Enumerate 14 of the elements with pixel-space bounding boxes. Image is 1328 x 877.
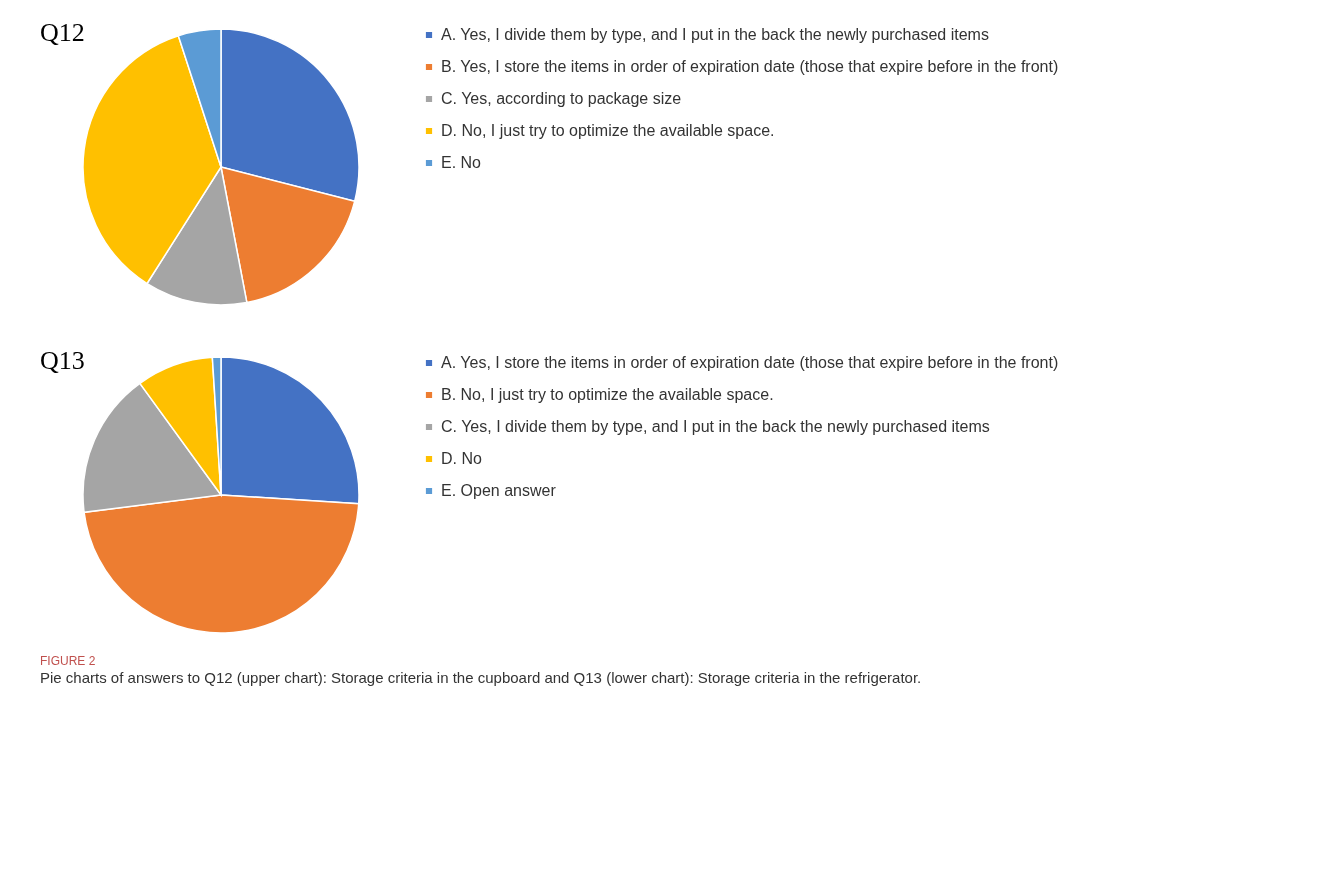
legend-label: D. No [441, 450, 482, 467]
legend-label: A. Yes, I divide them by type, and I put in the back the newly purchased items [441, 26, 989, 43]
chart-title: Q13 [40, 346, 85, 375]
legend-label: A. Yes, I store the items in order of expiration date (those that expire before in the front) [441, 354, 1059, 371]
legend-label: D. No, I just try to optimize the available space. [441, 122, 775, 139]
legend-label: E. Open answer [441, 482, 557, 499]
legend-label: B. Yes, I store the items in order of expiration date (those that expire before in the front) [441, 58, 1059, 75]
legend-label: C. Yes, according to package size [441, 90, 682, 107]
text: Pie charts of answers to Q12 (upper chart): Storage criteria in the cupboard and Q13 (lower chart): Storage criteria in the refrigerator. [40, 669, 922, 686]
legend-label: E. No [441, 154, 482, 171]
chart-title: Q12 [40, 18, 85, 47]
legend-label: C. Yes, I divide them by type, and I put in the back the newly purchased items [441, 418, 990, 435]
legend-label: B. No, I just try to optimize the available space. [441, 386, 774, 403]
caption: FIGURE 2 [40, 654, 96, 668]
